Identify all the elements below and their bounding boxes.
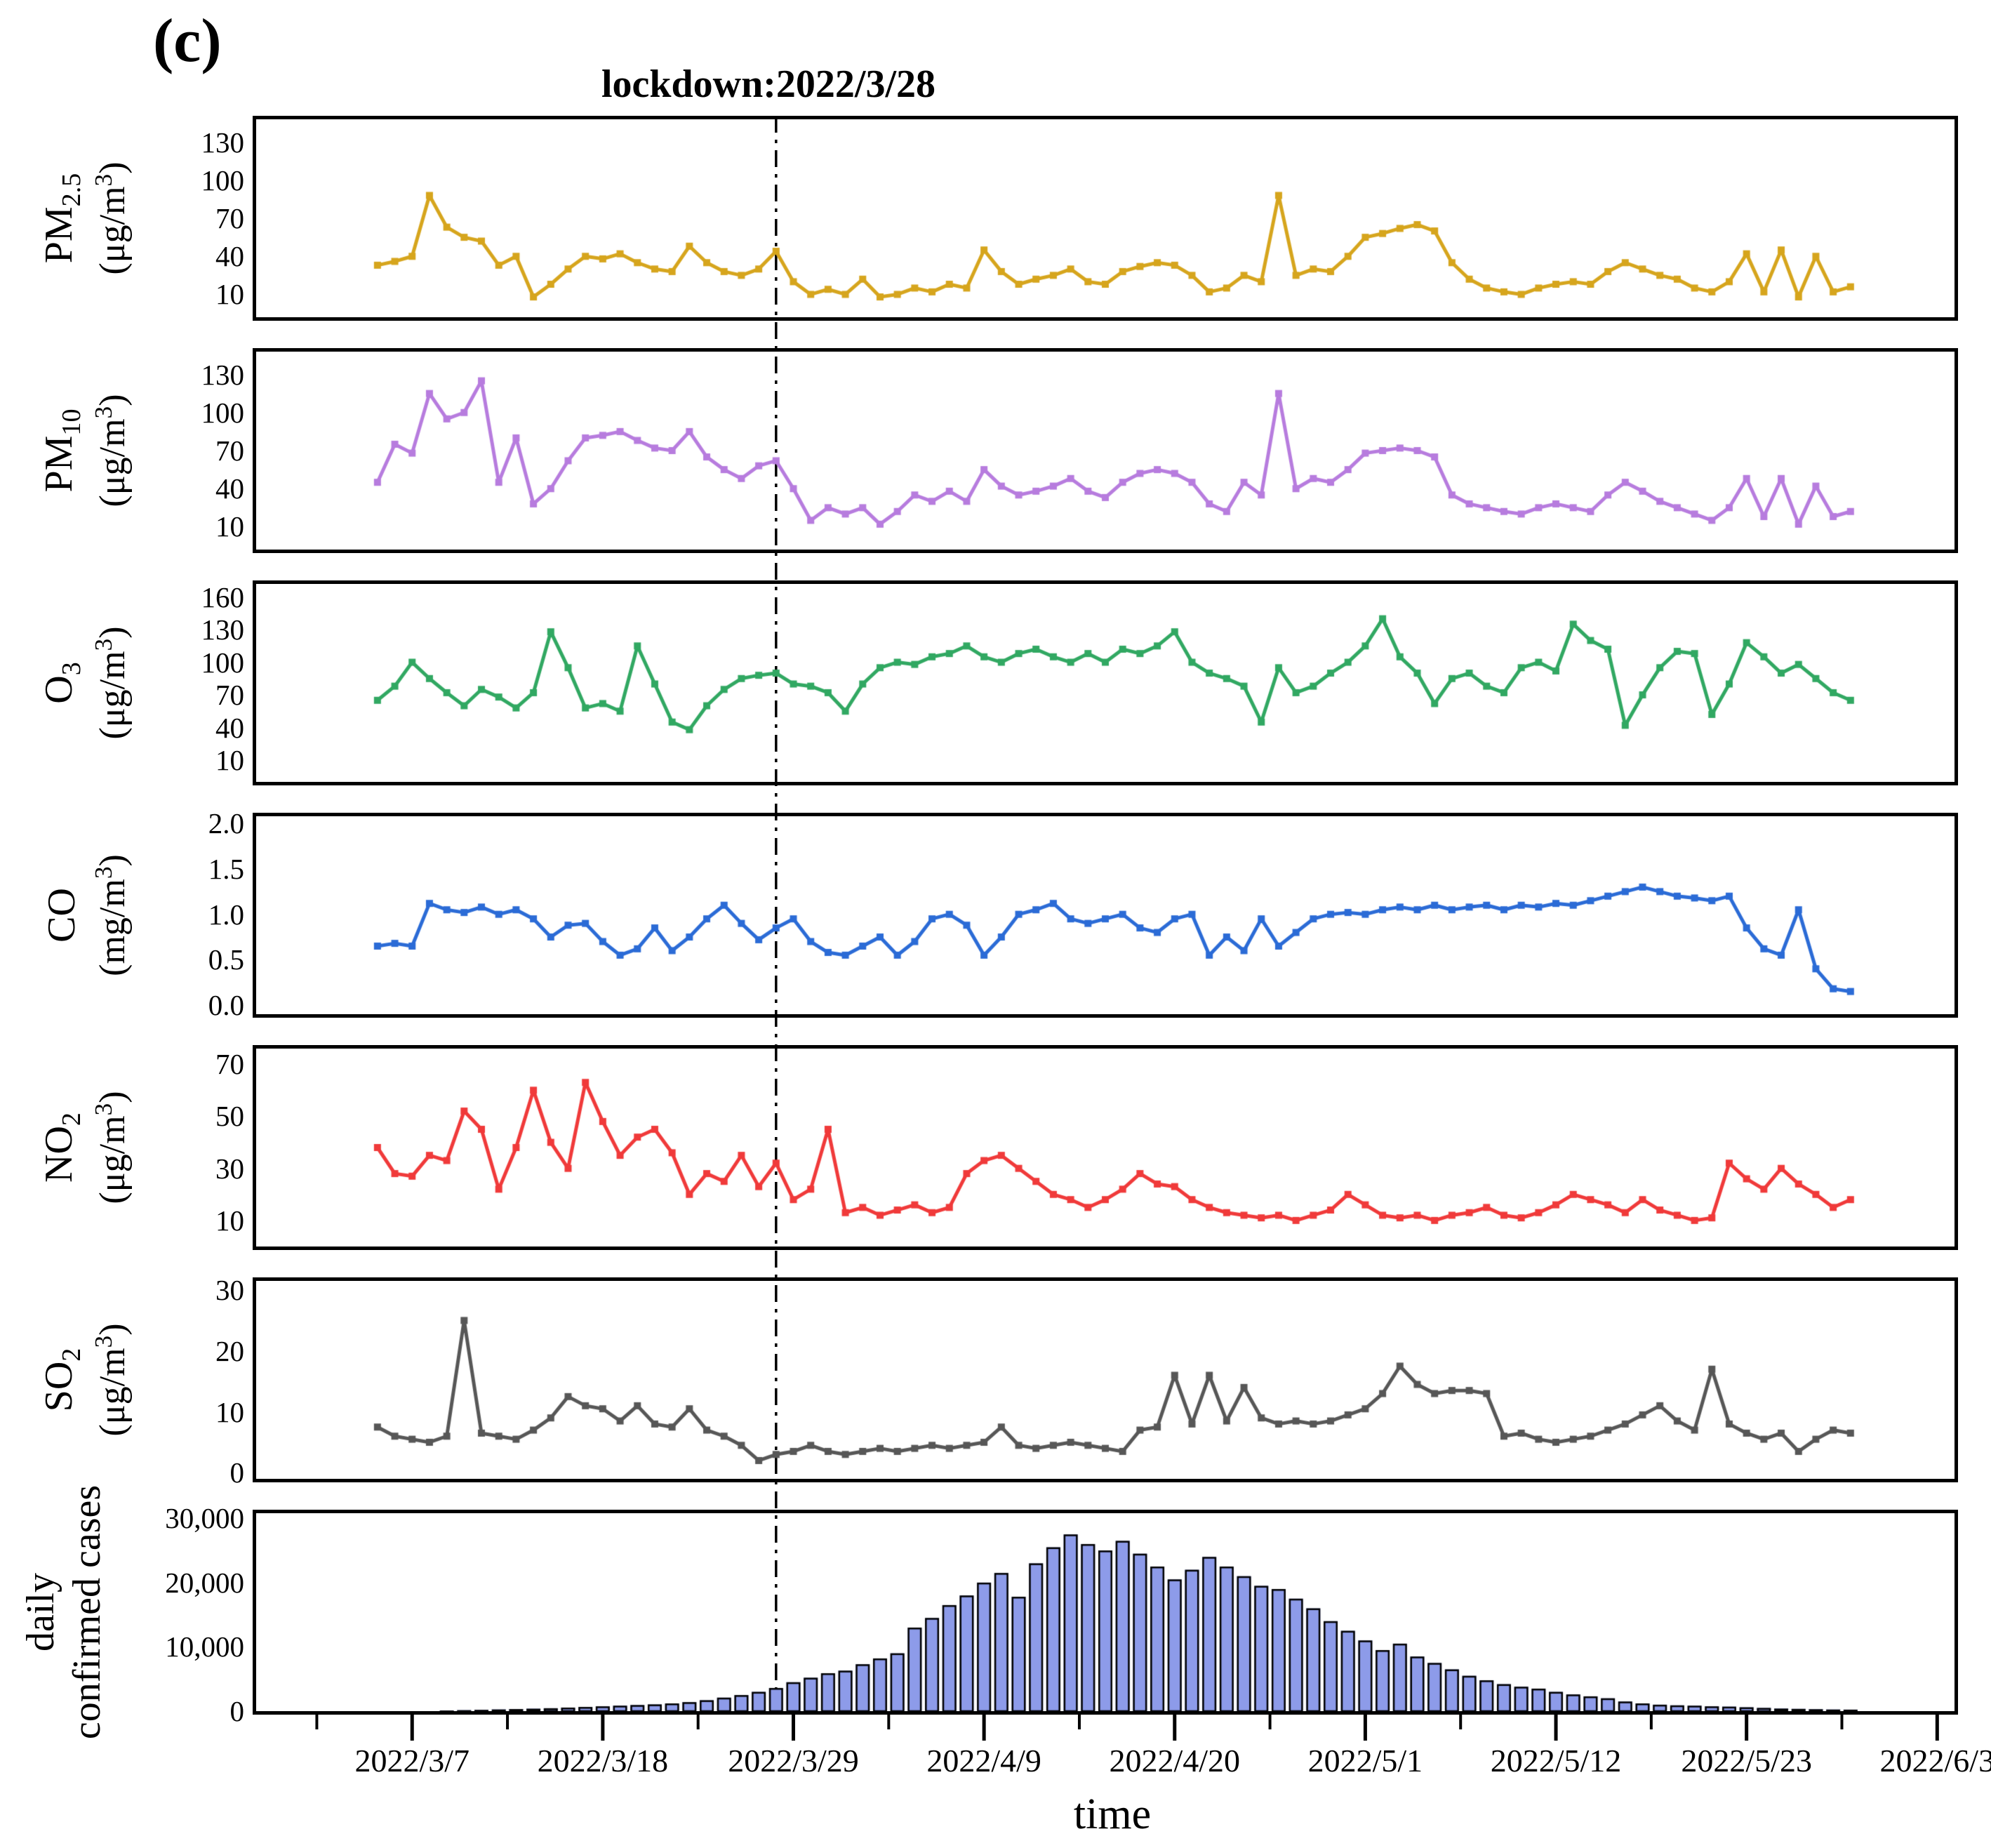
pm10-y-tick-label: 70 bbox=[215, 434, 244, 467]
pm25-y-tick-label: 100 bbox=[201, 164, 245, 197]
no2-y-tick-label: 70 bbox=[215, 1048, 244, 1081]
o3-y-tick-label: 40 bbox=[215, 711, 244, 744]
pm25-y-tick-label: 10 bbox=[215, 278, 244, 311]
pm25-series-canvas bbox=[256, 119, 1955, 317]
co-y-tick-label: 1.5 bbox=[208, 853, 244, 886]
cases-series-canvas bbox=[256, 1513, 1955, 1711]
so2-y-tick-label: 30 bbox=[215, 1274, 244, 1306]
so2-y-axis-label: SO2 bbox=[36, 1348, 87, 1412]
o3-y-tick-label: 10 bbox=[215, 744, 244, 776]
cases-y-tick-label: 20,000 bbox=[165, 1566, 244, 1599]
panel-pm25 bbox=[253, 116, 1958, 321]
o3-y-tick-label: 160 bbox=[201, 580, 245, 613]
so2-y-tick-label: 0 bbox=[229, 1456, 245, 1489]
no2-y-tick-label: 10 bbox=[215, 1204, 244, 1237]
x-tick-label: 2022/5/1 bbox=[1307, 1743, 1423, 1779]
cases-y-tick-label: 30,000 bbox=[165, 1502, 244, 1535]
panel-so2 bbox=[253, 1277, 1958, 1482]
lockdown-annotation: lockdown:2022/3/28 bbox=[601, 62, 936, 106]
pm10-y-axis-unit: (μg/m3) bbox=[88, 394, 133, 507]
o3-y-tick-label: 100 bbox=[201, 646, 245, 679]
no2-y-axis-unit: (μg/m3) bbox=[88, 1091, 133, 1204]
no2-y-tick-label: 50 bbox=[215, 1100, 244, 1133]
co-y-tick-label: 0.0 bbox=[208, 989, 244, 1022]
x-tick-label: 2022/5/23 bbox=[1681, 1743, 1812, 1779]
panel-o3 bbox=[253, 580, 1958, 785]
x-tick-label: 2022/3/18 bbox=[537, 1743, 669, 1779]
panel-pm10 bbox=[253, 348, 1958, 553]
co-y-tick-label: 0.5 bbox=[208, 943, 244, 976]
cases-y-tick-label: 10,000 bbox=[165, 1630, 244, 1663]
panel-co bbox=[253, 813, 1958, 1018]
so2-series-canvas bbox=[256, 1281, 1955, 1479]
pm10-y-axis-label: PM10 bbox=[36, 408, 87, 493]
pm10-series-canvas bbox=[256, 352, 1955, 550]
co-y-tick-label: 2.0 bbox=[208, 807, 244, 840]
x-axis-ticks bbox=[315, 1711, 1939, 1741]
x-tick-label: 2022/3/7 bbox=[354, 1743, 470, 1779]
panel-no2 bbox=[253, 1045, 1958, 1250]
x-tick-label: 2022/6/3 bbox=[1879, 1743, 1991, 1779]
cases-y-tick-label: 0 bbox=[229, 1695, 245, 1727]
x-axis-title: time bbox=[1073, 1790, 1152, 1838]
x-tick-label: 2022/3/29 bbox=[728, 1743, 859, 1779]
cases-y-axis-label: confirmed cases bbox=[65, 1484, 109, 1740]
o3-y-tick-label: 130 bbox=[201, 613, 245, 646]
o3-y-axis-label: O3 bbox=[36, 662, 87, 704]
subfigure-letter: (c) bbox=[153, 7, 222, 75]
co-y-axis-label: CO bbox=[40, 888, 84, 943]
x-tick-label: 2022/5/12 bbox=[1490, 1743, 1622, 1779]
cases-y-axis-label: daily bbox=[19, 1573, 62, 1651]
co-y-tick-label: 1.0 bbox=[208, 898, 244, 931]
co-y-axis-unit: (mg/m3) bbox=[88, 854, 133, 976]
co-series-canvas bbox=[256, 816, 1955, 1014]
x-tick-label: 2022/4/9 bbox=[926, 1743, 1041, 1779]
so2-y-axis-unit: (μg/m3) bbox=[88, 1323, 133, 1437]
pm10-y-tick-label: 100 bbox=[201, 396, 245, 429]
panel-cases bbox=[253, 1510, 1958, 1715]
pm10-y-tick-label: 40 bbox=[215, 472, 244, 505]
pm25-y-tick-label: 40 bbox=[215, 240, 244, 273]
o3-y-tick-label: 70 bbox=[215, 679, 244, 712]
o3-y-axis-unit: (μg/m3) bbox=[88, 626, 133, 740]
pm10-y-tick-label: 10 bbox=[215, 510, 244, 543]
o3-series-canvas bbox=[256, 584, 1955, 782]
pm25-y-tick-label: 70 bbox=[215, 202, 244, 234]
x-tick-label: 2022/4/20 bbox=[1109, 1743, 1241, 1779]
no2-y-axis-label: NO2 bbox=[36, 1112, 87, 1183]
no2-y-tick-label: 30 bbox=[215, 1152, 244, 1185]
so2-y-tick-label: 20 bbox=[215, 1334, 244, 1367]
pm25-y-axis-label: PM2.5 bbox=[36, 173, 87, 264]
so2-y-tick-label: 10 bbox=[215, 1395, 244, 1428]
pm10-y-tick-label: 130 bbox=[201, 358, 245, 391]
no2-series-canvas bbox=[256, 1049, 1955, 1247]
pm25-y-axis-unit: (μg/m3) bbox=[88, 161, 133, 275]
pm25-y-tick-label: 130 bbox=[201, 126, 245, 159]
